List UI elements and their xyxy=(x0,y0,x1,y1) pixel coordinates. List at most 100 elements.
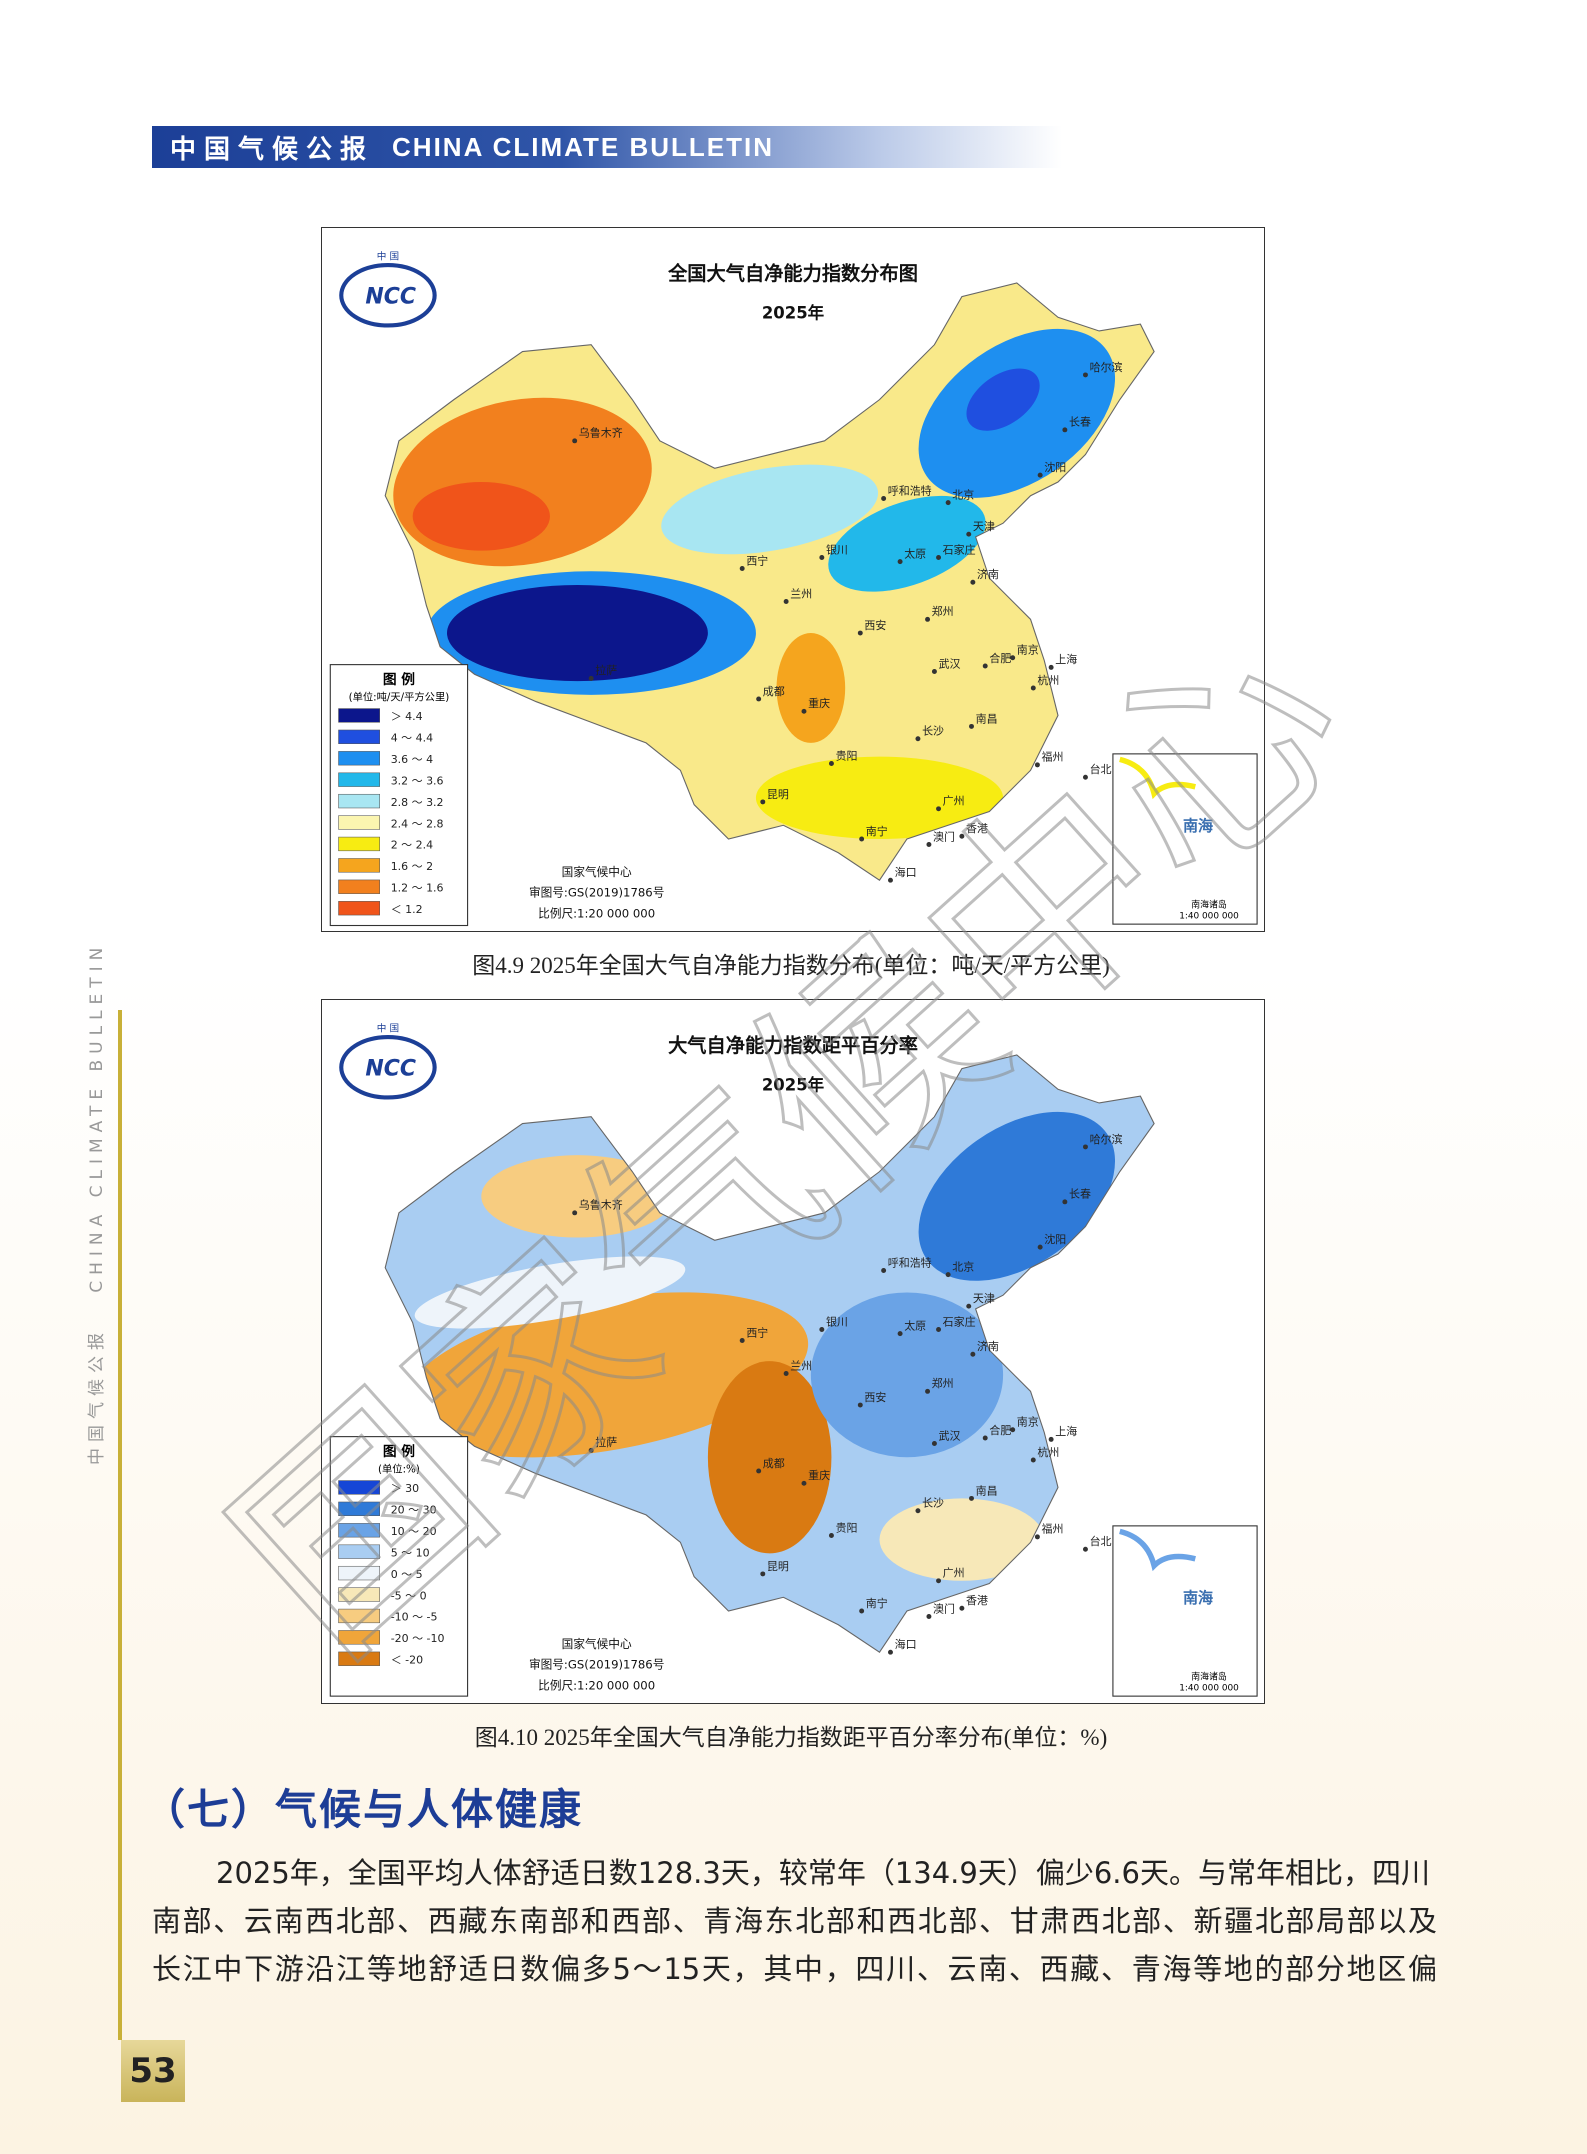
map-zone xyxy=(755,756,1004,840)
city-label: 太原 xyxy=(904,548,926,561)
legend-label: -20 ～ -10 xyxy=(391,1632,445,1645)
map-outline xyxy=(384,1054,1155,1653)
city-label: 呼和浩特 xyxy=(888,483,932,497)
legend-label: 2 ～ 2.4 xyxy=(391,839,433,852)
map-zone xyxy=(810,1292,1004,1458)
map-title: 大气自净能力指数距平百分率 xyxy=(668,1034,918,1057)
legend-swatch xyxy=(338,836,380,852)
city-dot xyxy=(756,696,762,702)
city-label: 长春 xyxy=(1069,416,1091,429)
inset-scale: 1:40 000 000 xyxy=(1179,912,1239,922)
legend-swatch xyxy=(338,1651,380,1666)
city-label: 西安 xyxy=(864,1390,886,1404)
city-label: 上海 xyxy=(1055,652,1077,666)
inset-coast xyxy=(1119,756,1196,800)
legend-label: 0 ～ 5 xyxy=(391,1568,423,1581)
section-heading: （七）气候与人体健康 xyxy=(143,1785,584,1834)
city-label: 乌鲁木齐 xyxy=(579,1198,623,1212)
city-dot xyxy=(739,566,745,571)
city-dot xyxy=(1062,427,1068,433)
figure-caption: 图4.10 2025年全国大气自净能力指数距平百分率分布(单位：%) xyxy=(474,1725,1108,1750)
map-zone xyxy=(828,495,986,592)
header-bar: 中国气候公报 CHINA CLIMATE BULLETIN xyxy=(152,126,1062,168)
legend-swatch xyxy=(338,793,380,809)
city-label: 长春 xyxy=(1069,1188,1091,1201)
city-dot xyxy=(801,708,807,714)
city-label: 上海 xyxy=(1055,1424,1077,1438)
city-label: 重庆 xyxy=(808,696,830,710)
figure-caption: 图4.9 2025年全国大气自净能力指数分布(单位：吨/天/平方公里) xyxy=(472,953,1110,978)
city-dot xyxy=(828,761,834,766)
city-dot xyxy=(1082,1144,1088,1150)
city-dot xyxy=(897,1331,903,1337)
city-label: 哈尔滨 xyxy=(1090,1132,1123,1146)
city-label: 杭州 xyxy=(1037,673,1059,687)
city-dot xyxy=(828,1533,834,1538)
city-dot xyxy=(859,1608,865,1614)
map-figure: 中 国 NCC 大气自净能力指数距平百分率 2025年 乌鲁木齐 哈尔滨 长春 沈阳 呼和浩特 北… xyxy=(321,999,1265,1704)
legend-swatch xyxy=(338,708,380,723)
legend-swatch xyxy=(338,1480,380,1495)
map-credit: 审图号:GS(2019)1786号 xyxy=(529,1658,664,1672)
logo-globe xyxy=(339,263,437,328)
legend-swatch xyxy=(338,1630,380,1645)
city-dot xyxy=(783,1370,789,1376)
city-label: 长沙 xyxy=(922,725,944,738)
city-label: 南宁 xyxy=(866,1596,888,1610)
city-dot xyxy=(931,669,937,674)
city-dot xyxy=(1048,664,1054,670)
city-dot xyxy=(1082,774,1088,780)
legend-label: ＜ -20 xyxy=(391,1654,423,1667)
side-text-cn: 中国气候公报 xyxy=(87,1327,107,1465)
city-label: 兰州 xyxy=(790,1359,812,1372)
city-label: 济南 xyxy=(977,567,999,581)
legend-label: ＞ 4.4 xyxy=(391,710,423,723)
city-label: 沈阳 xyxy=(1044,460,1066,474)
city-label: 乌鲁木齐 xyxy=(579,426,623,440)
city-label: 郑州 xyxy=(932,604,954,618)
city-dot xyxy=(760,799,766,805)
city-label: 南宁 xyxy=(866,824,888,838)
city-label: 海口 xyxy=(895,1637,917,1651)
legend-swatch xyxy=(338,1587,380,1602)
city-label: 长沙 xyxy=(922,1497,944,1510)
legend-swatch xyxy=(338,879,380,894)
city-dot xyxy=(819,1327,825,1333)
city-label: 武汉 xyxy=(939,657,961,670)
legend-label: 1.2 ～ 1.6 xyxy=(391,882,444,895)
city-label: 南昌 xyxy=(976,1484,998,1497)
city-label: 香港 xyxy=(966,822,988,835)
inset-label: 南海诸岛 xyxy=(1191,899,1227,911)
city-dot xyxy=(966,1303,972,1309)
city-label: 北京 xyxy=(952,1259,974,1273)
map-credit: 审图号:GS(2019)1786号 xyxy=(529,886,664,900)
city-dot xyxy=(931,1441,937,1446)
city-dot xyxy=(819,555,825,561)
city-dot xyxy=(857,1402,863,1408)
city-label: 成都 xyxy=(763,1457,785,1470)
legend-label: -5 ～ 0 xyxy=(391,1589,427,1602)
map-zone xyxy=(1040,1525,1063,1595)
city-label: 台北 xyxy=(1090,762,1112,776)
legend-swatch xyxy=(338,751,380,766)
city-dot xyxy=(588,1447,594,1453)
city-dot xyxy=(969,723,974,729)
city-label: 拉萨 xyxy=(595,1435,617,1449)
map-zone xyxy=(776,633,846,743)
legend-swatch xyxy=(338,1544,380,1559)
city-dot xyxy=(925,1388,931,1394)
inset-coast xyxy=(1119,1528,1196,1572)
legend-swatch xyxy=(338,729,380,744)
city-label: 呼和浩特 xyxy=(888,1255,932,1269)
city-dot xyxy=(1037,472,1043,478)
side-text-en: CHINA CLIMATE BULLETIN xyxy=(87,941,107,1293)
inset-scale: 1:40 000 000 xyxy=(1179,1684,1239,1694)
map-credit: 比例尺:1:20 000 000 xyxy=(538,1678,655,1692)
city-dot xyxy=(970,579,976,585)
header-title-en: CHINA CLIMATE BULLETIN xyxy=(392,131,774,162)
header-title-cn: 中国气候公报 xyxy=(170,134,375,165)
logo-top: 中 国 xyxy=(377,1023,399,1035)
legend-label: 2.4 ～ 2.8 xyxy=(391,817,444,830)
